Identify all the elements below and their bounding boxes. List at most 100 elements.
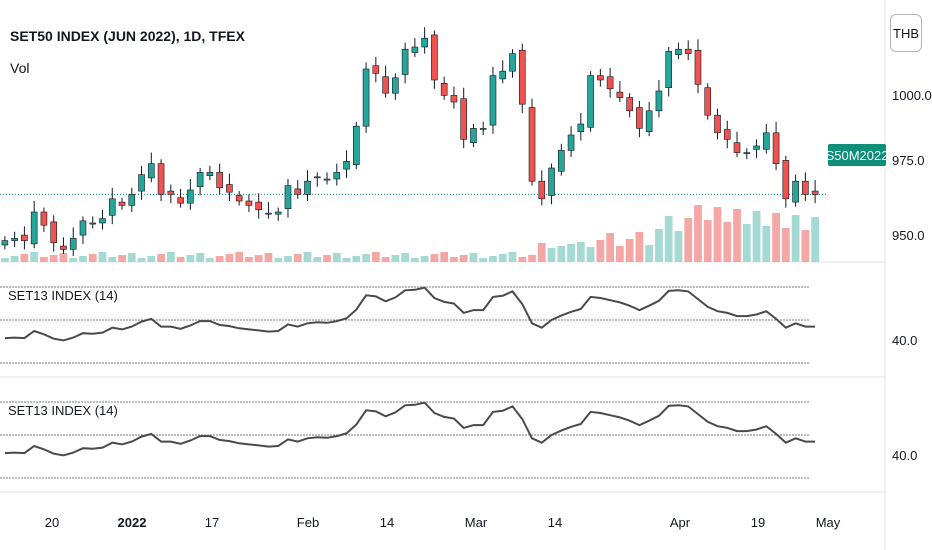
volume-bar [420,256,429,262]
volume-bar [118,255,126,262]
volume-bar [225,254,234,262]
candle-body [626,97,633,112]
candle-body [206,172,214,176]
candle-body [411,46,419,53]
volume-bar [518,257,527,262]
candle-body [450,95,458,103]
volume-bar [157,254,165,262]
volume-bar [625,239,634,262]
volume-bar [391,255,400,262]
time-tick-label: 20 [45,515,59,530]
volume-bar [723,222,732,262]
indicator-1-label: SET13 INDEX (14) [8,288,118,303]
candle-body [489,75,497,126]
volume-bar [430,254,439,262]
candle-body [196,172,204,187]
candle-body [440,83,448,96]
volume-bar [79,256,87,262]
volume-bar [352,256,361,262]
volume-bar [313,257,322,262]
volume-bar [479,258,488,262]
candle-body [128,194,136,206]
candle-body [11,238,18,241]
time-tick-label: 2022 [118,515,147,530]
candle-body [69,238,77,250]
volume-bar [108,257,117,262]
candle-body [675,48,682,56]
candle-body [587,75,594,128]
candle-body [216,172,223,189]
candle-body [99,218,106,224]
candle-body [89,222,97,225]
candle-body [108,198,116,216]
volume-bar [20,254,29,262]
indicator-line [4,401,816,457]
volume-bar [713,207,722,262]
volume-bar [801,230,810,262]
volume-bar [498,254,507,262]
volume-bar [742,224,751,262]
volume-bar [59,253,68,262]
volume-bar [401,253,409,262]
candle-body [167,190,175,195]
candle-body [694,49,702,85]
candle-body [470,128,477,143]
candle-body [733,142,741,153]
volume-bar [254,255,263,262]
volume-bar [752,211,761,262]
time-tick-label: 14 [548,515,562,530]
volume-bar [137,258,146,262]
last-price-tag: S50M2022 [826,144,888,166]
volume-bar [147,256,156,262]
volume-bar [264,253,273,262]
time-tick-label: 14 [380,515,394,530]
volume-bar [176,257,185,262]
volume-bar [694,205,702,262]
volume-label: Vol [10,60,30,76]
volume-bar [733,209,741,262]
candle-body [811,190,819,195]
volume-bar [606,233,614,262]
candle-body [118,201,126,206]
candle-body [655,90,663,112]
volume-bar [371,252,380,262]
volume-bar [459,255,468,262]
candle-body [792,180,799,203]
volume-bar [30,252,39,262]
volume-bar [342,258,351,262]
volume-bar [284,256,292,262]
volume-bar [635,232,644,262]
candle-body [284,185,292,210]
candle-body [79,220,87,236]
volume-bar [791,215,800,262]
volume-bar [381,257,390,262]
indicator-line [4,286,816,342]
candle-body [157,163,165,195]
candle-body [704,87,712,116]
volume-bar [674,231,683,262]
candle-body [509,53,516,72]
candle-body [723,129,731,140]
volume-bar [703,220,712,262]
volume-bar [469,253,478,262]
candle-body [187,189,194,204]
candle-body [802,180,809,195]
candle-body [382,76,389,94]
volume-bar [1,258,9,262]
candle-body [499,70,507,80]
volume-bar [567,244,575,262]
candle-body [548,167,555,196]
candle-body [645,110,653,133]
candle-body [245,200,253,206]
volume-bar [303,252,312,262]
volume-bar [215,256,224,262]
currency-selector[interactable]: THB [890,14,922,52]
time-tick-label: Mar [465,515,488,530]
candle-body [401,48,409,75]
volume-bar [40,257,48,262]
candle-body [265,212,272,215]
candle-body [353,125,360,165]
candle-body [40,211,48,226]
candle-body [528,107,536,182]
